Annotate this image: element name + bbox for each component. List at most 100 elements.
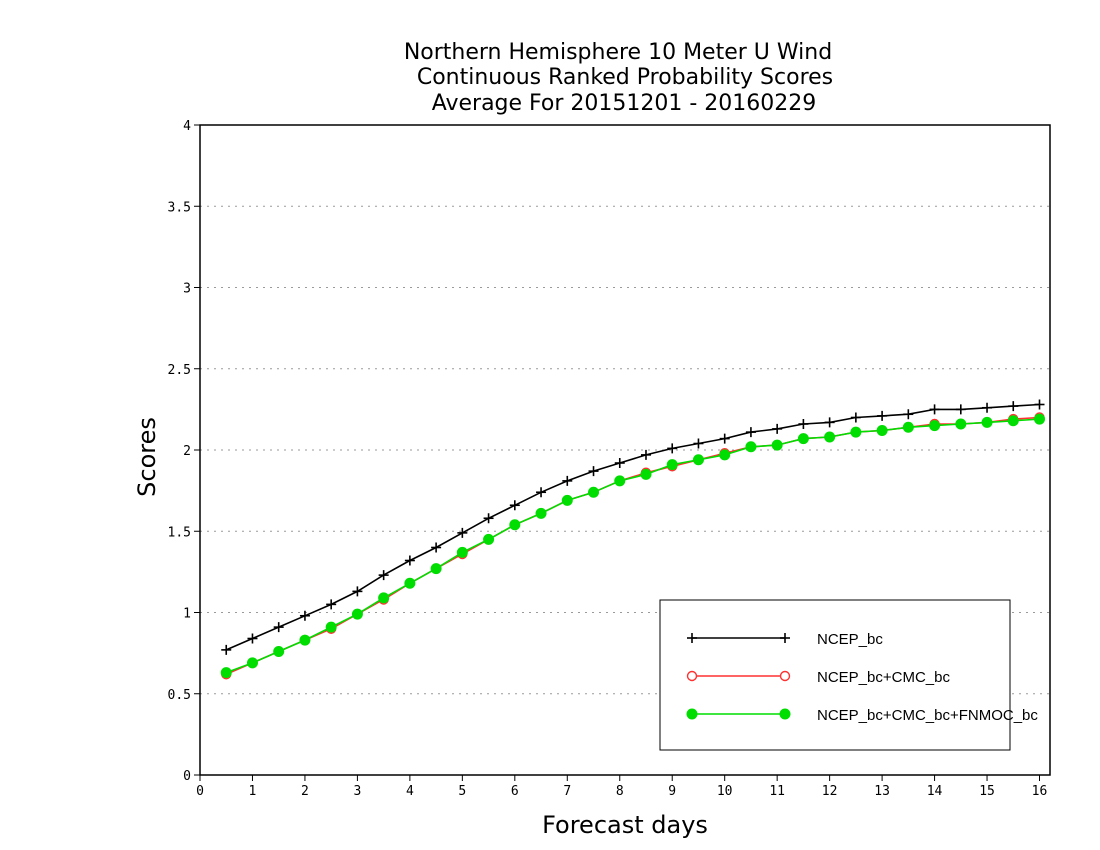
data-point	[877, 410, 888, 421]
legend-box	[659, 599, 1011, 751]
data-point	[404, 555, 415, 566]
x-tick-label: 16	[1032, 784, 1048, 799]
data-point	[378, 570, 389, 581]
data-point	[666, 459, 678, 471]
data-point	[955, 418, 967, 430]
x-tick-label: 0	[196, 784, 204, 799]
y-tick-label: 4	[183, 119, 191, 134]
legend: NCEP_bc NCEP_bc+CMC_bc NCEP_bc+CMC_bc+FNMO…	[659, 599, 1038, 751]
data-point	[903, 409, 914, 420]
series-1	[221, 399, 1045, 655]
x-tick-label: 8	[616, 784, 624, 799]
y-axis-ticks: 0 0.5 1 1.5 2 2.5 3 3.5 4	[168, 119, 200, 784]
data-point	[351, 608, 363, 620]
data-point	[850, 426, 862, 438]
data-point	[1007, 415, 1019, 427]
y-tick-label: 2.5	[168, 363, 191, 378]
data-point	[981, 416, 993, 428]
y-tick-label: 3.5	[168, 200, 191, 215]
data-point	[640, 449, 651, 460]
y-tick-label: 0.5	[168, 688, 191, 703]
data-point	[247, 633, 258, 644]
data-point	[686, 670, 698, 682]
data-point	[687, 633, 697, 643]
data-point	[246, 657, 258, 669]
data-point	[686, 708, 698, 720]
series-3	[220, 413, 1046, 679]
y-tick-label: 0	[183, 769, 191, 784]
data-point	[535, 507, 547, 519]
data-point	[588, 486, 600, 498]
y-tick-label: 1.5	[168, 525, 191, 540]
data-point	[509, 500, 520, 511]
data-point	[614, 458, 625, 468]
data-point	[797, 433, 809, 445]
data-point	[824, 417, 835, 428]
x-tick-label: 6	[511, 784, 519, 799]
data-point	[536, 487, 547, 498]
legend-item: NCEP_bc	[687, 631, 883, 648]
data-point	[430, 563, 442, 575]
x-axis-ticks: 0 1 2 3 4 5 6 7 8 9 10 11 12 13 14 15 16	[196, 775, 1047, 799]
x-tick-label: 9	[668, 784, 676, 799]
legend-label: NCEP_bc+CMC_bc+FNMOC_bc	[817, 707, 1038, 724]
data-point	[325, 621, 337, 633]
data-point	[562, 475, 573, 486]
data-point	[902, 421, 914, 433]
y-tick-label: 3	[183, 282, 191, 297]
x-tick-label: 11	[769, 784, 785, 799]
data-point	[780, 633, 790, 643]
data-point	[404, 577, 416, 589]
data-point	[614, 475, 626, 487]
data-point	[640, 468, 652, 480]
data-point	[509, 519, 521, 531]
data-point	[273, 622, 284, 633]
x-tick-label: 7	[563, 784, 571, 799]
data-point	[483, 533, 495, 545]
chart-title-line-1: Northern Hemisphere 10 Meter U Wind	[404, 40, 832, 65]
y-tick-label: 1	[183, 607, 191, 622]
data-point	[456, 546, 468, 558]
x-tick-label: 3	[353, 784, 361, 799]
x-tick-label: 5	[458, 784, 466, 799]
data-point	[352, 586, 363, 597]
series-lines	[220, 399, 1046, 680]
data-point	[719, 433, 730, 444]
x-tick-label: 15	[979, 784, 995, 799]
x-tick-label: 2	[301, 784, 309, 799]
data-point	[824, 431, 836, 443]
data-point	[982, 402, 993, 413]
y-tick-label: 2	[183, 444, 191, 459]
data-point	[929, 420, 941, 432]
data-point	[772, 423, 783, 434]
x-tick-label: 10	[717, 784, 733, 799]
legend-label: NCEP_bc+CMC_bc	[817, 669, 950, 686]
x-tick-label: 4	[406, 784, 414, 799]
data-point	[929, 404, 940, 415]
data-point	[771, 439, 783, 451]
data-point	[745, 441, 757, 453]
data-point	[221, 644, 232, 655]
data-point	[1034, 413, 1046, 425]
data-point	[779, 708, 791, 720]
data-point	[876, 425, 888, 436]
data-point	[483, 513, 494, 524]
data-point	[692, 454, 704, 466]
data-point	[299, 634, 311, 646]
legend-item: NCEP_bc+CMC_bc+FNMOC_bc	[686, 707, 1038, 724]
data-point	[955, 404, 966, 415]
chart-title: Northern Hemisphere 10 Meter U Wind Cont…	[404, 40, 833, 116]
data-point	[1008, 401, 1019, 412]
y-axis-label: Scores	[133, 417, 161, 497]
data-point	[693, 438, 704, 449]
x-axis-label: Forecast days	[542, 811, 708, 839]
data-point	[1034, 399, 1045, 410]
x-tick-label: 13	[874, 784, 890, 799]
data-point	[667, 443, 678, 454]
x-tick-label: 12	[822, 784, 838, 799]
chart-title-line-2: Continuous Ranked Probability Scores	[417, 65, 833, 90]
data-point	[745, 427, 756, 438]
data-point	[719, 449, 731, 461]
data-point	[326, 599, 337, 610]
data-point	[850, 412, 861, 423]
